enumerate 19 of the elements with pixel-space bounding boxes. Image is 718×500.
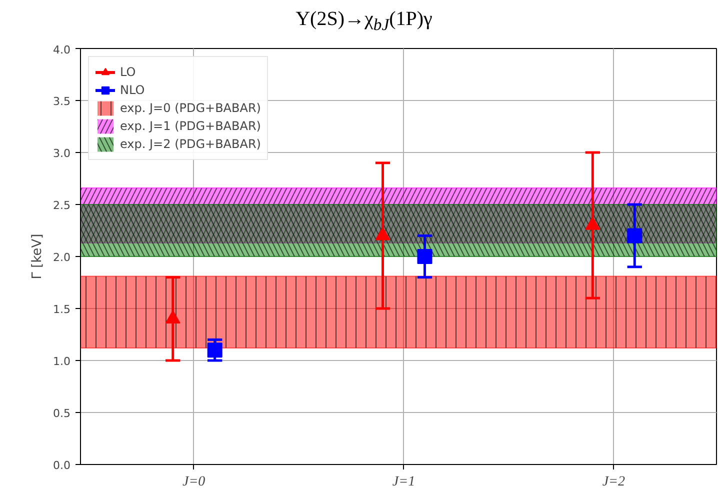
legend-label: exp. J=2 (PDG+BABAR)	[120, 136, 261, 153]
x-tick-label: J=0	[182, 474, 206, 490]
y-tick-label: 0.5	[53, 407, 71, 420]
y-tick-label: 2.0	[53, 251, 71, 264]
y-tick-label: 4.0	[53, 44, 71, 56]
x-tick-label: J=2	[602, 474, 625, 490]
y-axis-title: Γ [keV]	[30, 234, 46, 280]
legend-label: NLO	[120, 82, 145, 99]
legend-label: exp. J=1 (PDG+BABAR)	[120, 118, 261, 135]
y-tick-label: 2.5	[53, 199, 71, 212]
y-tick-label: 0.0	[53, 459, 71, 472]
y-tick-label: 1.5	[53, 303, 71, 316]
y-tick-label: 3.5	[53, 95, 71, 108]
x-tick-label: J=1	[392, 474, 416, 490]
legend-label: LO	[120, 64, 137, 81]
chart-title: Υ(2S)→χ$_{bJ}$(1P)γ	[296, 7, 432, 36]
y-tick-label: 1.0	[53, 355, 71, 368]
legend-label: exp. J=0 (PDG+BABAR)	[120, 100, 261, 117]
y-tick-label: 3.0	[53, 147, 71, 160]
